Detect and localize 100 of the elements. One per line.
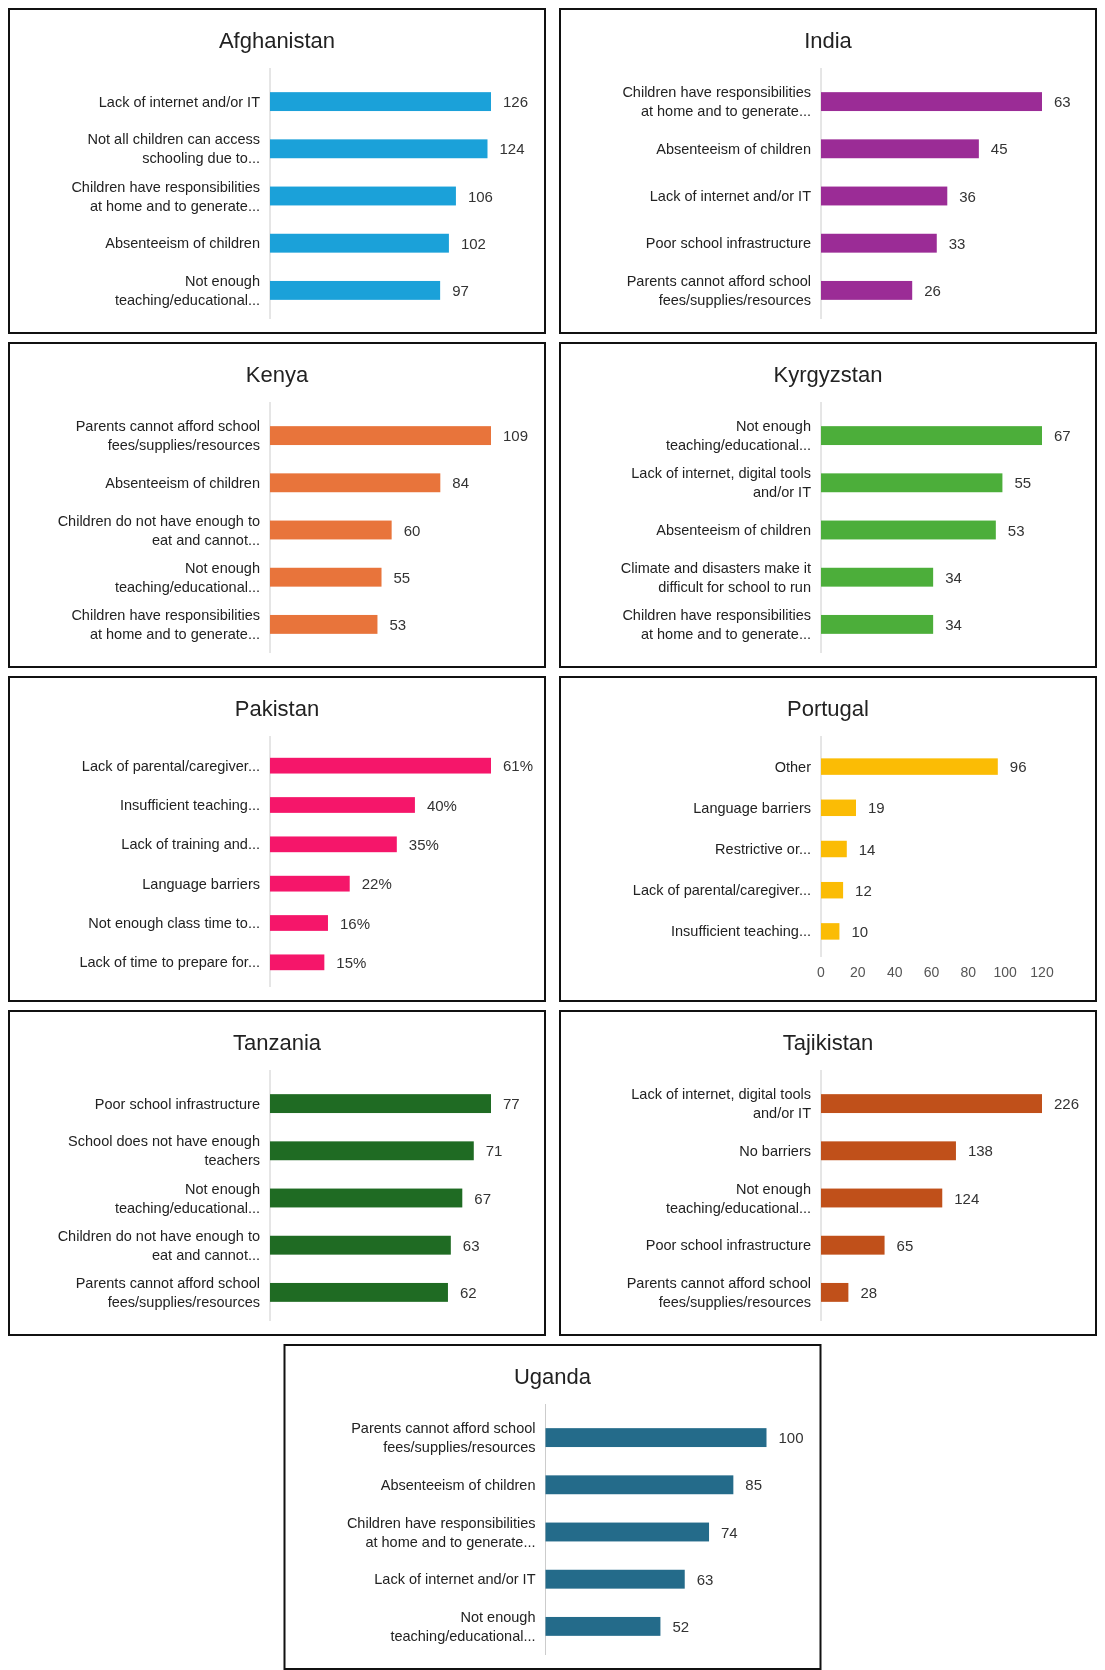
data-label: 55 [1014, 474, 1032, 492]
y-tick-label: Children have responsibilities at home and to generate... [622, 84, 811, 120]
data-label: 62 [459, 1283, 477, 1301]
data-label: 53 [1007, 521, 1025, 539]
bar [270, 875, 350, 892]
y-tick-label: Lack of parental/caregiver... [81, 757, 260, 774]
bar [821, 139, 979, 159]
bar [821, 233, 937, 253]
bar [821, 1188, 943, 1208]
bar [270, 797, 415, 813]
bar [821, 520, 996, 540]
data-label: 15% [336, 953, 367, 971]
data-label: 61% [503, 757, 534, 775]
bar [545, 1569, 685, 1589]
bar [270, 614, 378, 634]
data-label: 36 [959, 187, 976, 205]
y-tick-label: Lack of internet and/or IT [374, 1571, 536, 1588]
bar [270, 836, 397, 853]
y-tick-label: Parents cannot afford school fees/supplies/resources [351, 1420, 536, 1456]
y-tick-label: School does not have enough teachers [68, 1133, 260, 1169]
chart-title: India [804, 28, 853, 53]
data-label: 71 [485, 1142, 503, 1160]
y-tick-label: Insufficient teaching... [120, 797, 260, 813]
y-tick-label: Parents cannot afford school fees/supplies/resources [75, 1274, 260, 1310]
bar [270, 92, 491, 112]
data-label: 10 [851, 922, 869, 940]
bar [821, 614, 934, 634]
y-tick-label: Lack of training and... [121, 836, 260, 853]
data-label: 26 [924, 281, 941, 299]
y-tick-label: No barriers [739, 1142, 811, 1159]
chart-title: Kenya [245, 362, 309, 387]
data-label: 97 [452, 281, 469, 299]
y-tick-label: Other [774, 758, 812, 775]
bar [270, 233, 449, 253]
chart-title: Tajikistan [782, 1030, 874, 1055]
y-tick-label: Not enough teaching/educational... [390, 1608, 536, 1644]
y-tick-label: Lack of internet, digital tools and/or IT [631, 1086, 812, 1122]
data-label: 67 [474, 1189, 491, 1207]
bar [821, 799, 856, 817]
data-label: 63 [1054, 93, 1071, 111]
y-tick-label: Restrictive or... [715, 841, 811, 857]
data-label: 85 [745, 1476, 763, 1494]
data-label: 60 [403, 521, 421, 539]
data-label: 40% [426, 796, 457, 814]
data-label: 74 [721, 1523, 738, 1541]
data-label: 19 [867, 799, 885, 817]
y-tick-label: Not enough teaching/educational... [114, 559, 260, 595]
y-tick-label: Not enough class time to... [88, 915, 260, 931]
y-tick-label: Children do not have enough to eat and cannot... [57, 512, 260, 548]
chart-title: Pakistan [234, 696, 320, 721]
data-label: 12 [855, 881, 872, 899]
bar [821, 92, 1042, 112]
y-tick-label: Climate and disasters make it difficult for school to run [620, 559, 811, 595]
y-tick-label: Absenteeism of children [105, 235, 260, 252]
data-label: 124 [954, 1189, 980, 1207]
chart-title: Portugal [787, 696, 869, 721]
chart-title: Uganda [513, 1364, 592, 1389]
data-label: 14 [858, 840, 876, 858]
bar [270, 1235, 451, 1255]
bar [270, 1188, 463, 1208]
y-tick-label: Language barriers [693, 799, 811, 816]
y-tick-label: Insufficient teaching... [671, 923, 811, 940]
y-tick-label: Children do not have enough to eat and cannot... [57, 1227, 260, 1263]
y-tick-label: Children have responsibilities at home and to generate... [346, 1514, 536, 1550]
y-tick-label: Lack of internet and/or IT [98, 93, 261, 110]
y-tick-label: Not all children can access schooling due to... [87, 131, 260, 167]
data-label: 67 [1054, 427, 1071, 445]
data-label: 63 [462, 1236, 480, 1254]
y-tick-label: Poor school infrastructure [645, 1237, 811, 1254]
y-tick-label: Absenteeism of children [105, 474, 260, 491]
bar [821, 881, 844, 899]
x-tick-label: 60 [923, 964, 940, 980]
chart-title: Kyrgyzstan [773, 362, 883, 387]
bar [545, 1475, 734, 1495]
data-label: 16% [339, 914, 370, 932]
bar [270, 757, 491, 774]
data-label: 34 [945, 568, 962, 586]
data-label: 138 [967, 1142, 993, 1160]
bar [270, 426, 491, 446]
x-tick-label: 80 [960, 964, 977, 980]
y-tick-label: Children have responsibilities at home and to generate... [71, 178, 260, 214]
bar [270, 1141, 474, 1161]
data-label: 124 [499, 140, 525, 158]
chart-title: Afghanistan [218, 28, 336, 53]
data-label: 53 [389, 615, 407, 633]
bar [545, 1616, 661, 1636]
x-tick-label: 20 [850, 964, 866, 980]
data-label: 52 [672, 1617, 690, 1635]
bar [270, 1094, 491, 1114]
data-label: 55 [393, 568, 411, 586]
bar [270, 186, 456, 206]
y-tick-label: Children have responsibilities at home and to generate... [622, 606, 811, 642]
y-tick-label: Absenteeism of children [656, 140, 811, 157]
bar [270, 520, 392, 540]
y-tick-label: Parents cannot afford school fees/supplies/resources [626, 272, 811, 308]
y-tick-label: Lack of parental/caregiver... [632, 882, 811, 899]
bar [821, 1094, 1042, 1114]
y-tick-label: Not enough teaching/educational... [114, 1180, 260, 1216]
y-tick-label: Absenteeism of children [656, 522, 811, 538]
x-tick-label: 120 [1030, 964, 1054, 980]
